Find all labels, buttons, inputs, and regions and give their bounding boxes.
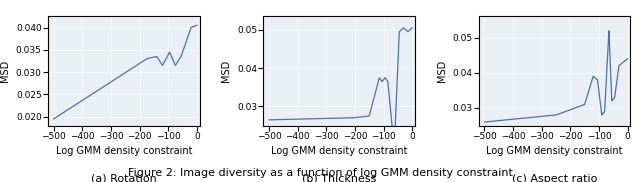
Y-axis label: MSD: MSD [221,60,232,82]
X-axis label: Log GMM density constraint: Log GMM density constraint [486,146,623,156]
Text: Figure 2: Image diversity as a function of log GMM density constraint: Figure 2: Image diversity as a function … [127,168,513,178]
Text: (a) Rotation: (a) Rotation [91,174,157,182]
Y-axis label: MSD: MSD [437,60,447,82]
Y-axis label: MSD: MSD [0,60,10,82]
Text: (b) Thickness: (b) Thickness [302,174,376,182]
X-axis label: Log GMM density constraint: Log GMM density constraint [271,146,408,156]
X-axis label: Log GMM density constraint: Log GMM density constraint [56,146,192,156]
Text: (c) Aspect ratio: (c) Aspect ratio [512,174,597,182]
